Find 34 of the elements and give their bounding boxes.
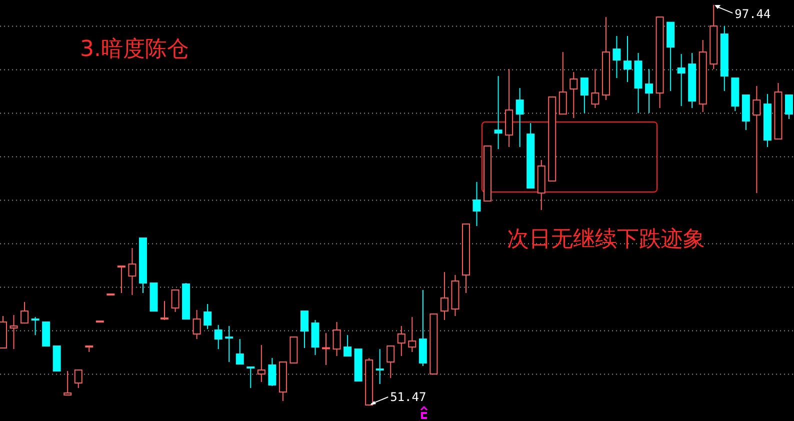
candlestick (440, 272, 448, 320)
candlestick (376, 348, 384, 385)
candlestick (602, 16, 610, 101)
candlestick (763, 94, 772, 148)
candlestick (451, 274, 460, 316)
annotation: 51.47 (390, 390, 426, 404)
annotation: 97.44 (734, 7, 771, 22)
candlestick (214, 324, 222, 350)
candlestick (698, 40, 707, 113)
candlestick (645, 68, 654, 114)
candlestick (128, 248, 136, 296)
candlestick (494, 76, 502, 150)
candlestick (472, 182, 481, 227)
candlestick (322, 332, 330, 366)
candlestick (623, 36, 632, 83)
candlestick (537, 159, 546, 211)
candlestick (677, 54, 686, 107)
text: 3.暗度陈仓 (80, 37, 189, 62)
candlestick (505, 68, 514, 148)
candlestick (634, 52, 642, 114)
candlestick (332, 321, 341, 357)
annotation: 次日无继续下跌迹象 (507, 227, 705, 252)
candlestick (612, 36, 621, 79)
candlestick (408, 316, 416, 353)
candlestick (570, 72, 578, 119)
candlestick (752, 86, 761, 194)
candlestick (192, 309, 201, 340)
candlestick (257, 344, 266, 383)
candlestick (516, 88, 524, 148)
candlestick (225, 325, 234, 363)
candlestick (397, 325, 406, 357)
candlestick (688, 52, 696, 109)
candlestick (720, 26, 728, 92)
candlestick (10, 314, 18, 350)
